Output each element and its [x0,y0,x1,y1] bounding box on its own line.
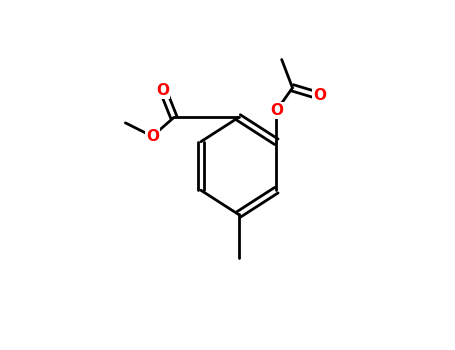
Text: O: O [157,83,170,98]
Text: O: O [313,89,326,103]
Text: O: O [146,129,159,144]
Text: O: O [270,103,283,118]
